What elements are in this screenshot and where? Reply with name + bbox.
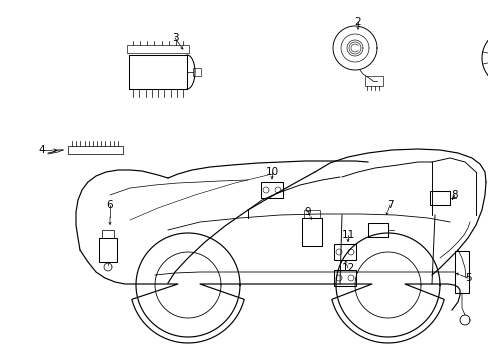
Text: 3: 3 [171, 33, 178, 43]
Bar [364, 76, 382, 86]
Text: 2: 2 [354, 17, 361, 27]
Bar [302, 218, 321, 246]
Bar [102, 230, 114, 238]
Text: 7: 7 [386, 200, 392, 210]
Text: 9: 9 [304, 207, 311, 217]
Bar [127, 45, 189, 53]
Text: 12: 12 [341, 263, 354, 273]
Text: 10: 10 [265, 167, 278, 177]
Bar [333, 244, 355, 260]
Bar [193, 68, 201, 76]
Bar [68, 146, 123, 154]
Bar [429, 191, 449, 205]
Text: 6: 6 [106, 200, 113, 210]
Bar [333, 270, 355, 286]
Text: 11: 11 [341, 230, 354, 240]
Text: 8: 8 [451, 190, 457, 200]
Bar [99, 238, 117, 262]
Text: 4: 4 [39, 145, 45, 155]
Text: 5: 5 [464, 273, 470, 283]
Bar [454, 251, 468, 293]
Bar [367, 223, 387, 237]
Bar [304, 210, 319, 218]
Bar [261, 182, 283, 198]
